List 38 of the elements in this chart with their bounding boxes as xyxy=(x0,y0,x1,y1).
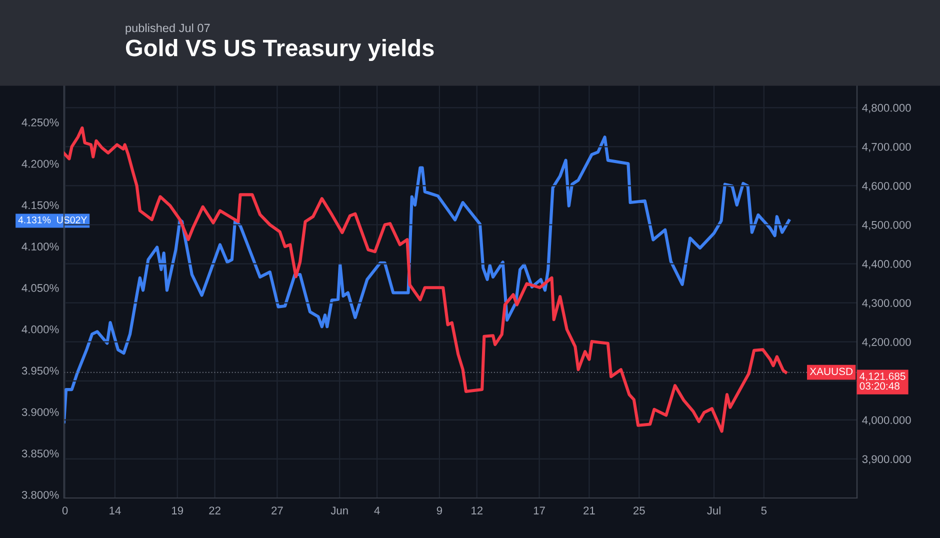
y2-tick-label: 4,600.000 xyxy=(862,182,911,192)
x-tick-label: 0 xyxy=(62,506,68,514)
y2-tick-label: 4,500.000 xyxy=(862,221,911,230)
y-tick-label: 3.800% xyxy=(22,490,59,499)
text: XAUUSD xyxy=(810,368,853,376)
y2-tick-label: 4,800.000 xyxy=(862,104,911,114)
y2-tick-label: 4,300.000 xyxy=(862,299,911,308)
x-tick-label: Jul xyxy=(707,506,720,514)
y-tick-label: 4.250% xyxy=(22,118,59,126)
y-tick-label: 4.100% xyxy=(22,242,59,251)
y-tick-label: 3.850% xyxy=(22,450,59,458)
y2-tick-label: 4,000.000 xyxy=(862,416,911,426)
text: 4,121.685 xyxy=(860,372,906,382)
y2-tick-label: 4,200.000 xyxy=(862,338,911,348)
y2-tick-label: 4,400.000 xyxy=(862,260,911,270)
y-tick-label: 3.900% xyxy=(22,408,59,416)
y-tick-label: 4.050% xyxy=(22,284,59,292)
x-tick-label: 21 xyxy=(584,506,595,514)
y2-tick-label: 4,700.000 xyxy=(862,142,911,152)
chart-title: Gold VS US Treasury yields xyxy=(126,38,434,62)
x-tick-label: 9 xyxy=(436,506,442,514)
x-tick-label: Jun xyxy=(330,506,348,514)
y-tick-label: 4.200% xyxy=(22,160,59,168)
x-tick-label: 25 xyxy=(634,506,645,514)
x-tick-label: 4 xyxy=(374,506,380,514)
y2-tick-label: 3,900.000 xyxy=(862,455,911,464)
x-tick-label: 19 xyxy=(172,506,184,514)
x-tick-label: 14 xyxy=(110,506,121,514)
x-tick-label: 27 xyxy=(272,506,283,514)
y-tick-label: 4.150% xyxy=(22,201,59,210)
y-tick-label: 3.950% xyxy=(22,366,59,375)
x-tick-label: 12 xyxy=(472,506,482,514)
x-tick-label: 17 xyxy=(534,506,545,514)
y-tick-label: 4.000% xyxy=(22,325,59,334)
x-tick-label: 22 xyxy=(209,506,220,514)
text: 03:20:48 xyxy=(860,382,900,390)
x-tick-label: 5 xyxy=(761,506,767,514)
chart-subtitle: published Jul 07 xyxy=(126,24,210,35)
